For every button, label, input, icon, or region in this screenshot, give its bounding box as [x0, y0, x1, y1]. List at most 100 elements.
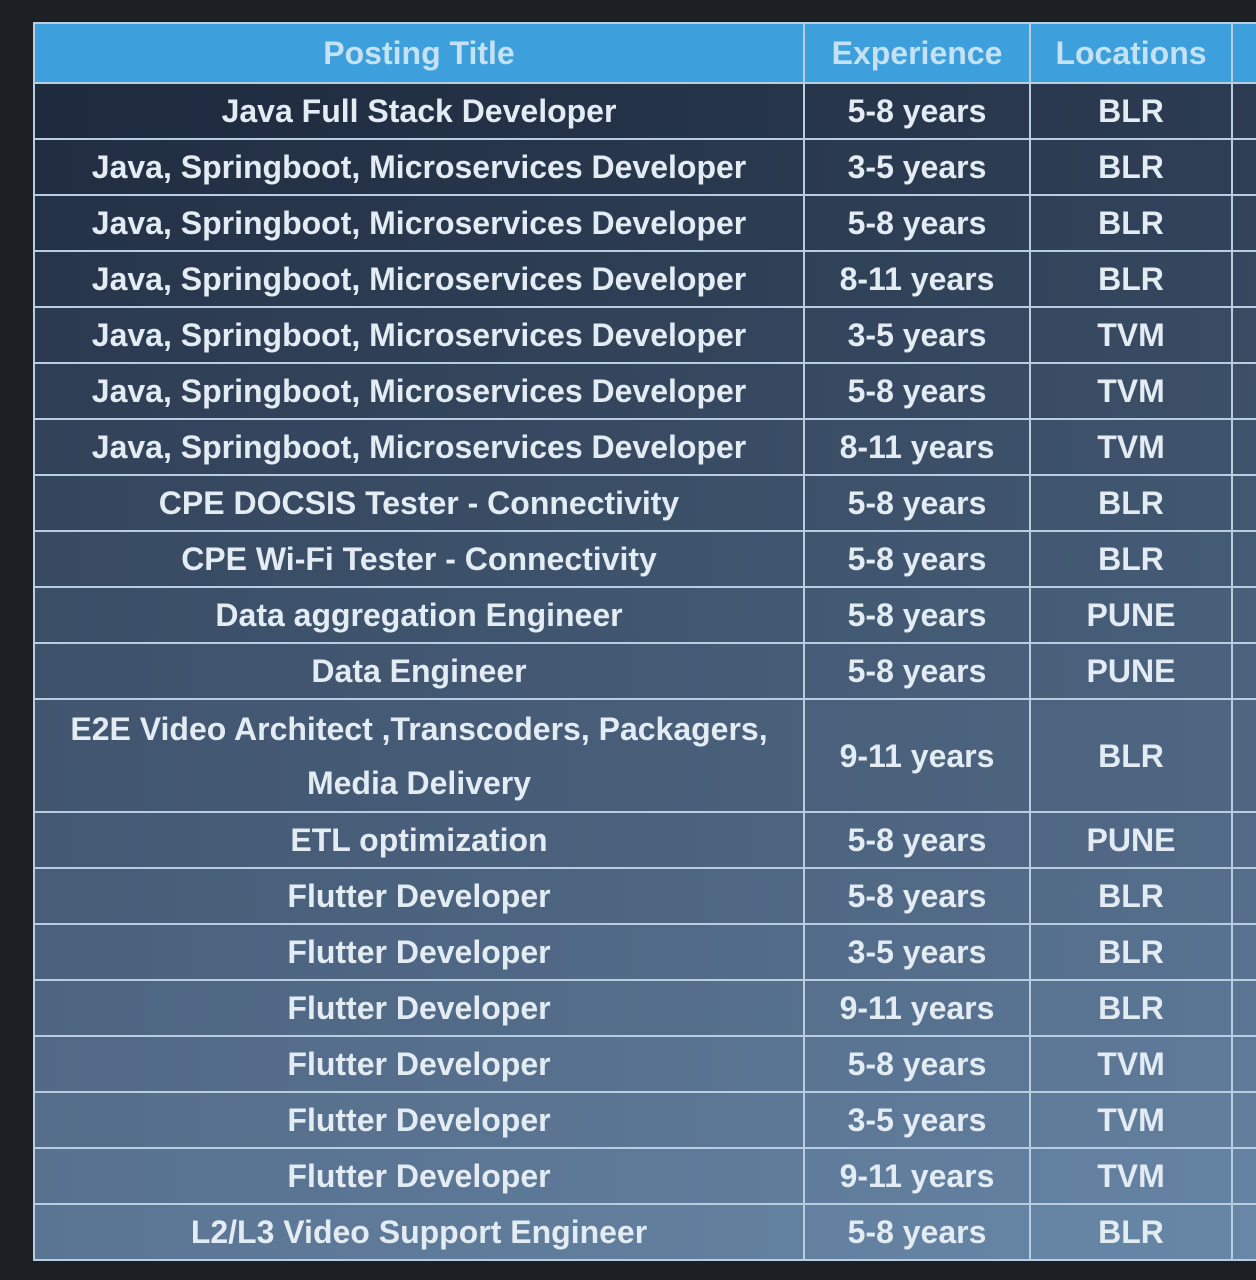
location-cell: BLR: [1029, 1203, 1233, 1261]
table-row: Data Engineer 5-8 years PUNE: [33, 642, 1256, 700]
header-cell: Experience: [803, 22, 1031, 84]
empty-cell: [1231, 362, 1256, 420]
title-cell: Data Engineer: [33, 642, 805, 700]
experience-cell: 3-5 years: [803, 138, 1031, 196]
location-cell: TVM: [1029, 306, 1233, 364]
empty-cell: [1231, 250, 1256, 308]
empty-cell: [1231, 82, 1256, 140]
empty-cell: [1231, 642, 1256, 700]
title-cell: Java, Springboot, Microservices Develope…: [33, 306, 805, 364]
empty-cell: [1231, 1147, 1256, 1205]
location-cell: TVM: [1029, 362, 1233, 420]
empty-cell: [1231, 138, 1256, 196]
table-row: Data aggregation Engineer 5-8 years PUNE: [33, 586, 1256, 644]
location-cell: BLR: [1029, 979, 1233, 1037]
table-row: Flutter Developer 3-5 years BLR: [33, 923, 1256, 981]
location-cell: BLR: [1029, 530, 1233, 588]
location-cell: PUNE: [1029, 811, 1233, 869]
experience-cell: 5-8 years: [803, 362, 1031, 420]
experience-cell: 5-8 years: [803, 586, 1031, 644]
title-cell: Data aggregation Engineer: [33, 586, 805, 644]
empty-cell: [1231, 923, 1256, 981]
title-cell: Java Full Stack Developer: [33, 82, 805, 140]
title-cell: Java, Springboot, Microservices Develope…: [33, 194, 805, 252]
experience-cell: 8-11 years: [803, 250, 1031, 308]
table-row: Flutter Developer 9-11 years TVM: [33, 1147, 1256, 1205]
location-cell: BLR: [1029, 82, 1233, 140]
title-cell: Flutter Developer: [33, 1147, 805, 1205]
location-cell: PUNE: [1029, 586, 1233, 644]
empty-cell: [1231, 1203, 1256, 1261]
empty-cell: [1231, 586, 1256, 644]
experience-cell: 5-8 years: [803, 194, 1031, 252]
table-row: Flutter Developer 9-11 years BLR: [33, 979, 1256, 1037]
location-cell: BLR: [1029, 923, 1233, 981]
table-row: Flutter Developer 3-5 years TVM: [33, 1091, 1256, 1149]
table-row: Java, Springboot, Microservices Develope…: [33, 362, 1256, 420]
empty-cell: [1231, 530, 1256, 588]
header-row: Posting Title Experience Locations: [33, 22, 1256, 84]
location-cell: TVM: [1029, 1147, 1233, 1205]
experience-cell: 9-11 years: [803, 1147, 1031, 1205]
location-cell: TVM: [1029, 418, 1233, 476]
empty-cell: [1231, 194, 1256, 252]
location-cell: BLR: [1029, 867, 1233, 925]
title-cell: L2/L3 Video Support Engineer: [33, 1203, 805, 1261]
title-cell: Flutter Developer: [33, 923, 805, 981]
table-row: E2E Video Architect ,Transcoders, Packag…: [33, 698, 1256, 813]
header-cell: Locations: [1029, 22, 1233, 84]
location-cell: BLR: [1029, 474, 1233, 532]
experience-cell: 5-8 years: [803, 82, 1031, 140]
experience-cell: 9-11 years: [803, 979, 1031, 1037]
title-cell: CPE Wi-Fi Tester - Connectivity: [33, 530, 805, 588]
empty-cell: [1231, 867, 1256, 925]
table-row: CPE DOCSIS Tester - Connectivity 5-8 year…: [33, 474, 1256, 532]
table-row: CPE Wi-Fi Tester - Connectivity 5-8 years…: [33, 530, 1256, 588]
table-row: L2/L3 Video Support Engineer 5-8 years BLR: [33, 1203, 1256, 1261]
experience-cell: 3-5 years: [803, 1091, 1031, 1149]
location-cell: PUNE: [1029, 642, 1233, 700]
table-row: Java, Springboot, Microservices Develope…: [33, 194, 1256, 252]
experience-cell: 3-5 years: [803, 306, 1031, 364]
title-cell: Java, Springboot, Microservices Develope…: [33, 362, 805, 420]
experience-cell: 9-11 years: [803, 698, 1031, 813]
experience-cell: 5-8 years: [803, 1035, 1031, 1093]
empty-cell: [1231, 418, 1256, 476]
title-cell: ETL optimization: [33, 811, 805, 869]
title-cell: Flutter Developer: [33, 1035, 805, 1093]
title-cell: CPE DOCSIS Tester - Connectivity: [33, 474, 805, 532]
table-row: Java Full Stack Developer 5-8 years BLR: [33, 82, 1256, 140]
empty-cell: [1231, 306, 1256, 364]
experience-cell: 5-8 years: [803, 530, 1031, 588]
table-row: Java, Springboot, Microservices Develope…: [33, 306, 1256, 364]
experience-cell: 5-8 years: [803, 642, 1031, 700]
table-container: Posting Title Experience Locations Java Fu…: [33, 22, 1256, 1272]
table-row: ETL optimization 5-8 years PUNE: [33, 811, 1256, 869]
empty-cell: [1231, 811, 1256, 869]
experience-cell: 3-5 years: [803, 923, 1031, 981]
location-cell: TVM: [1029, 1091, 1233, 1149]
experience-cell: 5-8 years: [803, 474, 1031, 532]
table-row: Flutter Developer 5-8 years BLR: [33, 867, 1256, 925]
empty-cell: [1231, 1035, 1256, 1093]
empty-cell: [1231, 979, 1256, 1037]
title-cell: Flutter Developer: [33, 1091, 805, 1149]
location-cell: BLR: [1029, 698, 1233, 813]
header-cell-empty: [1231, 22, 1256, 84]
title-cell: Java, Springboot, Microservices Develope…: [33, 250, 805, 308]
table-row: Flutter Developer 5-8 years TVM: [33, 1035, 1256, 1093]
location-cell: BLR: [1029, 138, 1233, 196]
table-row: Java, Springboot, Microservices Develope…: [33, 138, 1256, 196]
empty-cell: [1231, 698, 1256, 813]
job-table: Posting Title Experience Locations Java Fu…: [33, 22, 1256, 1261]
title-cell: Java, Springboot, Microservices Develope…: [33, 138, 805, 196]
experience-cell: 8-11 years: [803, 418, 1031, 476]
table-row: Java, Springboot, Microservices Develope…: [33, 418, 1256, 476]
title-cell: Flutter Developer: [33, 979, 805, 1037]
location-cell: BLR: [1029, 194, 1233, 252]
experience-cell: 5-8 years: [803, 811, 1031, 869]
location-cell: TVM: [1029, 1035, 1233, 1093]
empty-cell: [1231, 474, 1256, 532]
header-cell: Posting Title: [33, 22, 805, 84]
